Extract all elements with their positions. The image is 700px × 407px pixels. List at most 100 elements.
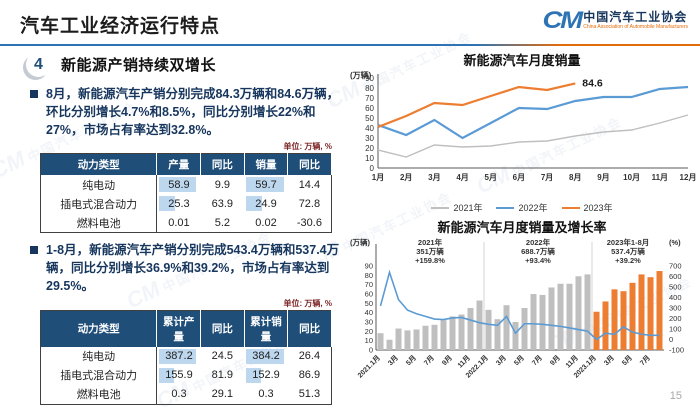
table-col-header: 动力类型	[40, 153, 158, 176]
legend-item: 2023年	[561, 201, 613, 214]
svg-text:12月: 12月	[680, 173, 696, 182]
svg-text:8月: 8月	[569, 173, 581, 182]
table-cell: 纯电动	[40, 175, 158, 195]
svg-text:5月: 5月	[621, 354, 634, 367]
chart1-title: 新能源汽车月度销量	[463, 53, 581, 68]
table-cell: 燃料电池	[40, 213, 158, 233]
svg-text:70: 70	[365, 280, 373, 289]
table-row: 插电式混合动力 25.3 63.9 24.9 72.8	[40, 194, 332, 214]
table-cell: 0.3	[159, 386, 187, 402]
table-col-header: 同比	[287, 310, 332, 347]
svg-text:+39.2%: +39.2%	[615, 256, 641, 265]
bullet-august-text: 8月，新能源汽车产销分别完成84.3万辆和84.6万辆，环比分别增长4.7%和8…	[46, 87, 340, 137]
section-header: 4 新能源产销持续双增长	[26, 52, 346, 77]
chart2-title: 新能源汽车月度销量及增长率	[437, 220, 607, 235]
monthly-sales-growth-chart: 新能源汽车月度销量及增长率 0 10 20 30 40 50 60 70 80 90 -100 0 10…	[348, 217, 696, 407]
svg-text:+159.8%: +159.8%	[415, 256, 445, 265]
cell-data-bar	[159, 196, 176, 212]
svg-text:0: 0	[370, 164, 375, 173]
table-cell: 155.9	[157, 366, 201, 385]
table-cell: 14.4	[298, 178, 321, 191]
svg-text:10: 10	[365, 154, 374, 163]
table-cell: 纯电动	[40, 346, 158, 366]
header-divider	[0, 44, 700, 46]
svg-text:5月: 5月	[405, 354, 418, 367]
svg-text:4月: 4月	[456, 173, 468, 182]
svg-text:5月: 5月	[485, 173, 497, 182]
table-cell: 插电式混合动力	[40, 365, 158, 385]
table-cell: 387.2	[157, 347, 201, 366]
cell-data-bar	[246, 196, 262, 212]
cell-data-bar	[159, 177, 197, 193]
table-cell: 插电式混合动力	[40, 194, 158, 214]
table-cell: 86.9	[298, 369, 321, 381]
svg-text:537.4万辆: 537.4万辆	[611, 246, 645, 256]
svg-text:90: 90	[365, 262, 373, 271]
svg-text:0: 0	[369, 346, 373, 355]
table-col-header: 累计销量	[244, 310, 289, 347]
svg-text:7月: 7月	[423, 354, 436, 367]
table-cell: 25.3	[157, 194, 201, 213]
monthly-production-sales-table: 动力类型 产量 同比 销量 同比 纯电动 58.9 9.9 59.7 14.4 插电式混合动力 25.…	[40, 153, 332, 234]
svg-text:50: 50	[365, 299, 373, 308]
svg-text:40: 40	[365, 124, 374, 133]
chart1-legend: 2021年 2022年 2023年	[348, 201, 696, 214]
svg-text:60: 60	[365, 104, 374, 113]
svg-text:84.6: 84.6	[582, 77, 603, 89]
svg-text:2022年: 2022年	[526, 237, 551, 247]
svg-text:351万辆: 351万辆	[416, 246, 444, 256]
svg-text:50: 50	[365, 114, 374, 123]
table-cell: 5.2	[214, 216, 230, 229]
bullet-cumulative-text: 1-8月，新能源汽车产销分别完成543.4万辆和537.4万辆，同比分别增长36…	[46, 243, 340, 293]
logo-name-cn: 中国汽车工业协会	[583, 10, 688, 25]
table-row: 纯电动 387.2 24.5 384.2 26.4	[40, 346, 332, 366]
svg-text:7月: 7月	[639, 354, 652, 367]
svg-text:11月: 11月	[456, 354, 472, 370]
svg-text:1月: 1月	[372, 173, 384, 182]
svg-text:9月: 9月	[441, 354, 454, 367]
svg-text:90: 90	[365, 74, 374, 83]
svg-text:60: 60	[365, 290, 373, 299]
svg-text:11月: 11月	[564, 354, 580, 370]
svg-text:80: 80	[365, 271, 373, 280]
svg-text:688.7万辆: 688.7万辆	[521, 246, 555, 256]
svg-text:2023年1-8月: 2023年1-8月	[607, 237, 650, 247]
table-col-header: 销量	[244, 153, 289, 176]
table-row: 纯电动 58.9 9.9 59.7 14.4	[40, 175, 332, 195]
bullet-august: 8月，新能源汽车产销分别完成84.3万辆和84.6万辆，环比分别增长4.7%和8…	[30, 86, 342, 139]
svg-text:30: 30	[365, 318, 373, 327]
svg-text:600: 600	[669, 272, 682, 281]
legend-item: 2021年	[431, 201, 482, 214]
table-col-header: 动力类型	[40, 310, 158, 347]
monthly-sales-line-chart: 新能源汽车月度销量 0 10 20 30 40 50 60 70 80 90 (万辆) 1月 2月 3月 4…	[348, 50, 696, 214]
table-cell: 0.3	[246, 386, 274, 402]
legend-item: 2022年	[496, 201, 548, 214]
table-cell: 384.2	[244, 347, 288, 366]
svg-text:80: 80	[365, 84, 374, 93]
svg-text:7月: 7月	[541, 173, 553, 182]
table-row: 燃料电池 0.01 5.2 0.02 -30.6	[40, 213, 332, 233]
table-col-header: 产量	[156, 153, 202, 176]
svg-text:2月: 2月	[400, 173, 412, 182]
svg-text:-100: -100	[669, 346, 684, 355]
cell-data-bar	[159, 367, 175, 383]
table-cell: 26.4	[298, 350, 321, 362]
table-cell: 51.3	[298, 388, 321, 400]
svg-text:(万辆): (万辆)	[350, 237, 370, 247]
legend-line-swatch	[561, 206, 580, 209]
table-cell: 81.9	[211, 369, 234, 381]
caam-logo: CM 中国汽车工业协会 China Association of Automob…	[542, 9, 688, 33]
table-col-header: 同比	[287, 153, 332, 176]
svg-text:100: 100	[669, 325, 682, 334]
section-number-badge: 4	[26, 52, 51, 77]
table-cell: 24.5	[211, 350, 234, 362]
svg-text:6月: 6月	[513, 173, 525, 182]
chart2-plot: 0102030405060708090-10001002003004005006…	[350, 237, 684, 380]
bullet-cumulative: 1-8月，新能源汽车产销分别完成543.4万辆和537.4万辆，同比分别增长36…	[30, 242, 342, 295]
svg-text:2021年: 2021年	[418, 237, 443, 247]
svg-text:(万辆): (万辆)	[350, 70, 372, 80]
bullet-square-icon	[30, 246, 38, 255]
svg-text:200: 200	[669, 314, 682, 323]
